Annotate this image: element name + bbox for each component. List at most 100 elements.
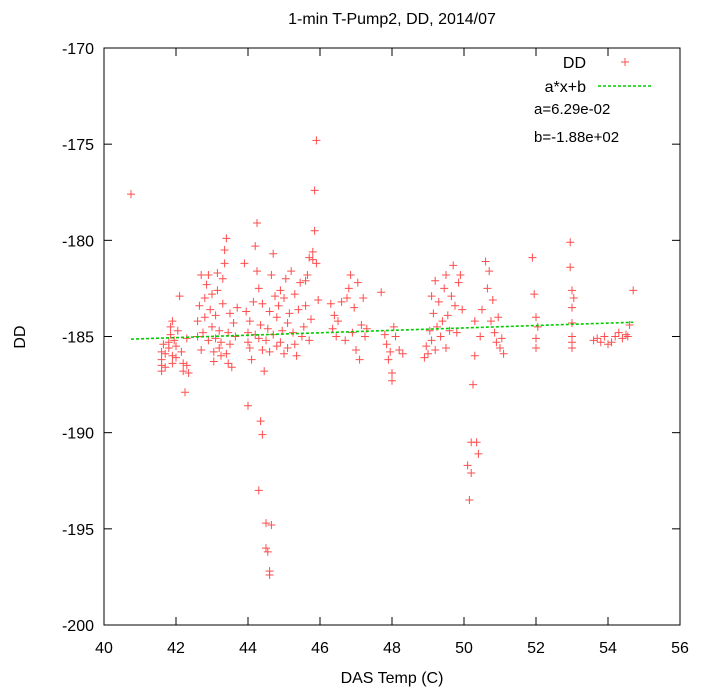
- data-point: [566, 238, 575, 247]
- data-point: [618, 334, 627, 343]
- y-tick: -180: [62, 233, 680, 250]
- y-tick-label: -190: [62, 426, 94, 443]
- data-point: [629, 286, 638, 295]
- data-point: [454, 278, 463, 287]
- data-point: [604, 340, 612, 349]
- data-point: [245, 317, 254, 326]
- data-point: [353, 278, 362, 287]
- data-point: [350, 303, 359, 312]
- data-point: [391, 332, 400, 341]
- data-point: [213, 286, 222, 295]
- data-point: [308, 247, 317, 256]
- data-point: [431, 345, 440, 354]
- data-point: [348, 328, 357, 337]
- data-point: [267, 270, 276, 279]
- data-point: [244, 401, 252, 410]
- x-tick: 40: [95, 48, 113, 657]
- data-point: [483, 284, 492, 293]
- data-point: [208, 322, 216, 331]
- data-point: [361, 332, 369, 341]
- data-point: [283, 344, 292, 353]
- data-point: [168, 359, 177, 368]
- x-tick: 46: [311, 48, 329, 657]
- data-point: [166, 330, 175, 339]
- y-tick-label: -195: [62, 522, 94, 539]
- y-tick-label: -200: [62, 618, 94, 635]
- data-point: [227, 363, 236, 372]
- data-point: [326, 299, 335, 308]
- x-tick: 56: [671, 48, 689, 657]
- data-point: [274, 301, 283, 310]
- data-point: [355, 355, 364, 364]
- data-point: [200, 294, 209, 303]
- data-point: [611, 332, 620, 341]
- data-point: [487, 317, 495, 326]
- data-point: [622, 330, 630, 339]
- data-point: [499, 349, 508, 358]
- data-point: [262, 544, 270, 553]
- data-point: [334, 317, 342, 326]
- data-point: [222, 349, 231, 358]
- data-point: [377, 288, 386, 297]
- data-point: [352, 345, 360, 354]
- x-tick-label: 46: [311, 640, 329, 657]
- data-point: [159, 340, 168, 349]
- y-tick: -195: [62, 522, 680, 539]
- data-point: [247, 355, 256, 364]
- legend-plus-marker: [621, 58, 629, 66]
- data-point: [425, 326, 434, 335]
- data-point: [429, 309, 438, 318]
- data-point: [263, 324, 272, 333]
- data-point: [242, 307, 251, 316]
- data-point: [294, 305, 303, 314]
- data-point: [569, 294, 578, 303]
- data-point: [197, 345, 206, 354]
- data-point: [209, 347, 218, 356]
- data-point: [290, 290, 299, 299]
- data-point: [343, 294, 351, 303]
- data-point: [226, 340, 234, 349]
- data-point: [272, 342, 281, 351]
- y-tick-label: -175: [62, 137, 94, 154]
- data-point: [308, 255, 317, 264]
- data-point: [463, 461, 472, 470]
- data-point: [497, 334, 506, 343]
- data-point: [199, 328, 207, 337]
- data-point: [456, 270, 465, 279]
- data-point: [449, 261, 458, 270]
- data-point: [474, 449, 483, 458]
- data-point: [229, 319, 238, 328]
- data-point: [271, 292, 279, 301]
- data-point: [253, 219, 261, 228]
- data-point: [496, 344, 504, 353]
- data-point: [226, 309, 234, 318]
- data-point: [209, 357, 218, 366]
- data-point: [596, 338, 605, 347]
- data-point: [382, 340, 391, 349]
- data-point: [346, 270, 355, 279]
- data-point: [530, 290, 539, 299]
- data-point: [287, 267, 296, 276]
- data-point: [172, 342, 180, 351]
- x-tick: 50: [455, 48, 473, 657]
- x-tick: 48: [383, 48, 401, 657]
- data-point: [532, 313, 540, 322]
- data-point: [164, 344, 173, 353]
- data-point: [485, 267, 494, 276]
- data-point: [179, 359, 188, 368]
- data-point: [330, 311, 339, 320]
- data-point: [481, 257, 490, 266]
- y-tick: -170: [62, 41, 680, 58]
- data-point: [433, 322, 441, 331]
- data-point: [420, 353, 429, 362]
- data-point: [568, 286, 576, 295]
- data-point: [568, 319, 576, 328]
- data-point: [265, 347, 274, 356]
- y-tick: -200: [62, 618, 680, 635]
- data-point: [262, 336, 270, 345]
- data-point: [451, 301, 459, 310]
- data-point: [623, 332, 632, 341]
- data-point: [310, 226, 319, 235]
- data-point: [244, 338, 252, 347]
